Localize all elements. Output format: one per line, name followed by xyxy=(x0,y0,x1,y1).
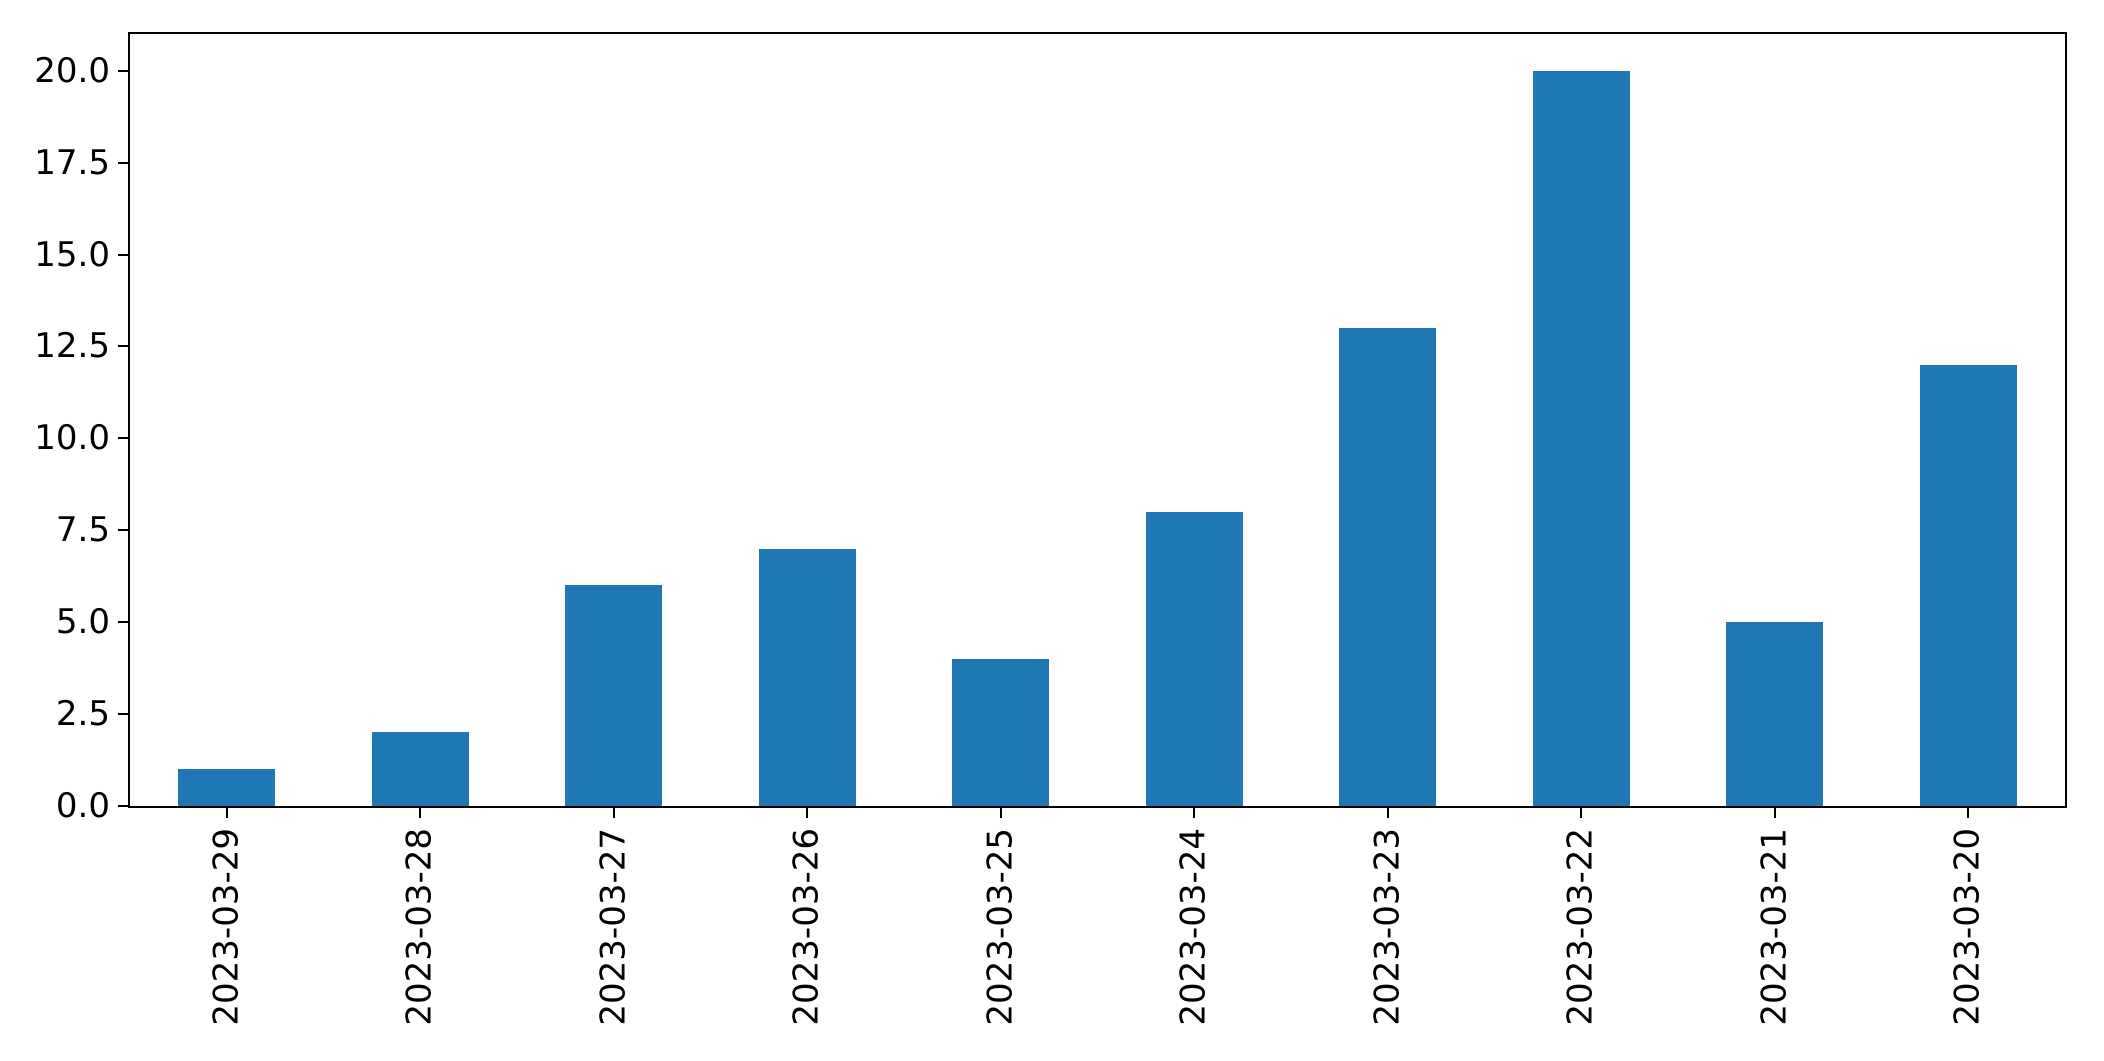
y-tick-label: 20.0 xyxy=(34,50,110,91)
y-tick-label: 15.0 xyxy=(34,234,110,275)
x-tick-label: 2023-03-20 xyxy=(1947,828,1988,1026)
y-tick-mark xyxy=(118,253,128,256)
plot-area xyxy=(128,32,2067,808)
x-tick-label: 2023-03-28 xyxy=(399,828,440,1026)
y-tick-label: 7.5 xyxy=(55,510,110,551)
x-tick-label: 2023-03-26 xyxy=(786,828,827,1026)
y-tick-label: 17.5 xyxy=(34,142,110,183)
x-tick-mark xyxy=(612,808,615,818)
x-tick-label: 2023-03-27 xyxy=(593,828,634,1026)
y-tick-label: 0.0 xyxy=(55,786,110,826)
y-tick-label: 5.0 xyxy=(55,602,110,643)
y-tick-mark xyxy=(118,345,128,348)
x-tick-mark xyxy=(1193,808,1196,818)
y-tick-mark xyxy=(118,69,128,72)
bar-2023-03-22 xyxy=(1532,70,1630,806)
bar-2023-03-23 xyxy=(1339,328,1437,806)
x-tick-mark xyxy=(1967,808,1970,818)
x-tick-mark xyxy=(225,808,228,818)
bar-2023-03-20 xyxy=(1919,364,2017,806)
x-tick-label: 2023-03-22 xyxy=(1560,828,1601,1026)
y-tick-label: 12.5 xyxy=(34,326,110,367)
y-tick-mark xyxy=(118,161,128,164)
bar-2023-03-27 xyxy=(565,585,663,806)
x-tick-mark xyxy=(999,808,1002,818)
bar-2023-03-25 xyxy=(952,658,1050,806)
x-tick-mark xyxy=(806,808,809,818)
y-tick-mark xyxy=(118,529,128,532)
y-tick-mark xyxy=(118,805,128,807)
x-tick-mark xyxy=(1386,808,1389,818)
x-tick-mark xyxy=(1580,808,1583,818)
x-tick-label: 2023-03-24 xyxy=(1173,828,1214,1026)
y-tick-mark xyxy=(118,437,128,440)
x-tick-label: 2023-03-29 xyxy=(206,828,247,1026)
x-tick-label: 2023-03-23 xyxy=(1367,828,1408,1026)
y-tick-mark xyxy=(118,713,128,716)
bar-2023-03-21 xyxy=(1726,622,1824,806)
x-tick-mark xyxy=(419,808,422,818)
x-tick-label: 2023-03-25 xyxy=(980,828,1021,1026)
bar-2023-03-28 xyxy=(371,732,469,806)
y-tick-label: 2.5 xyxy=(55,694,110,735)
bar-2023-03-29 xyxy=(178,769,276,806)
y-tick-mark xyxy=(118,621,128,624)
x-tick-mark xyxy=(1773,808,1776,818)
x-tick-label: 2023-03-21 xyxy=(1754,828,1795,1026)
bar-2023-03-26 xyxy=(758,548,856,806)
bar-2023-03-24 xyxy=(1145,511,1243,806)
y-tick-label: 10.0 xyxy=(34,418,110,459)
